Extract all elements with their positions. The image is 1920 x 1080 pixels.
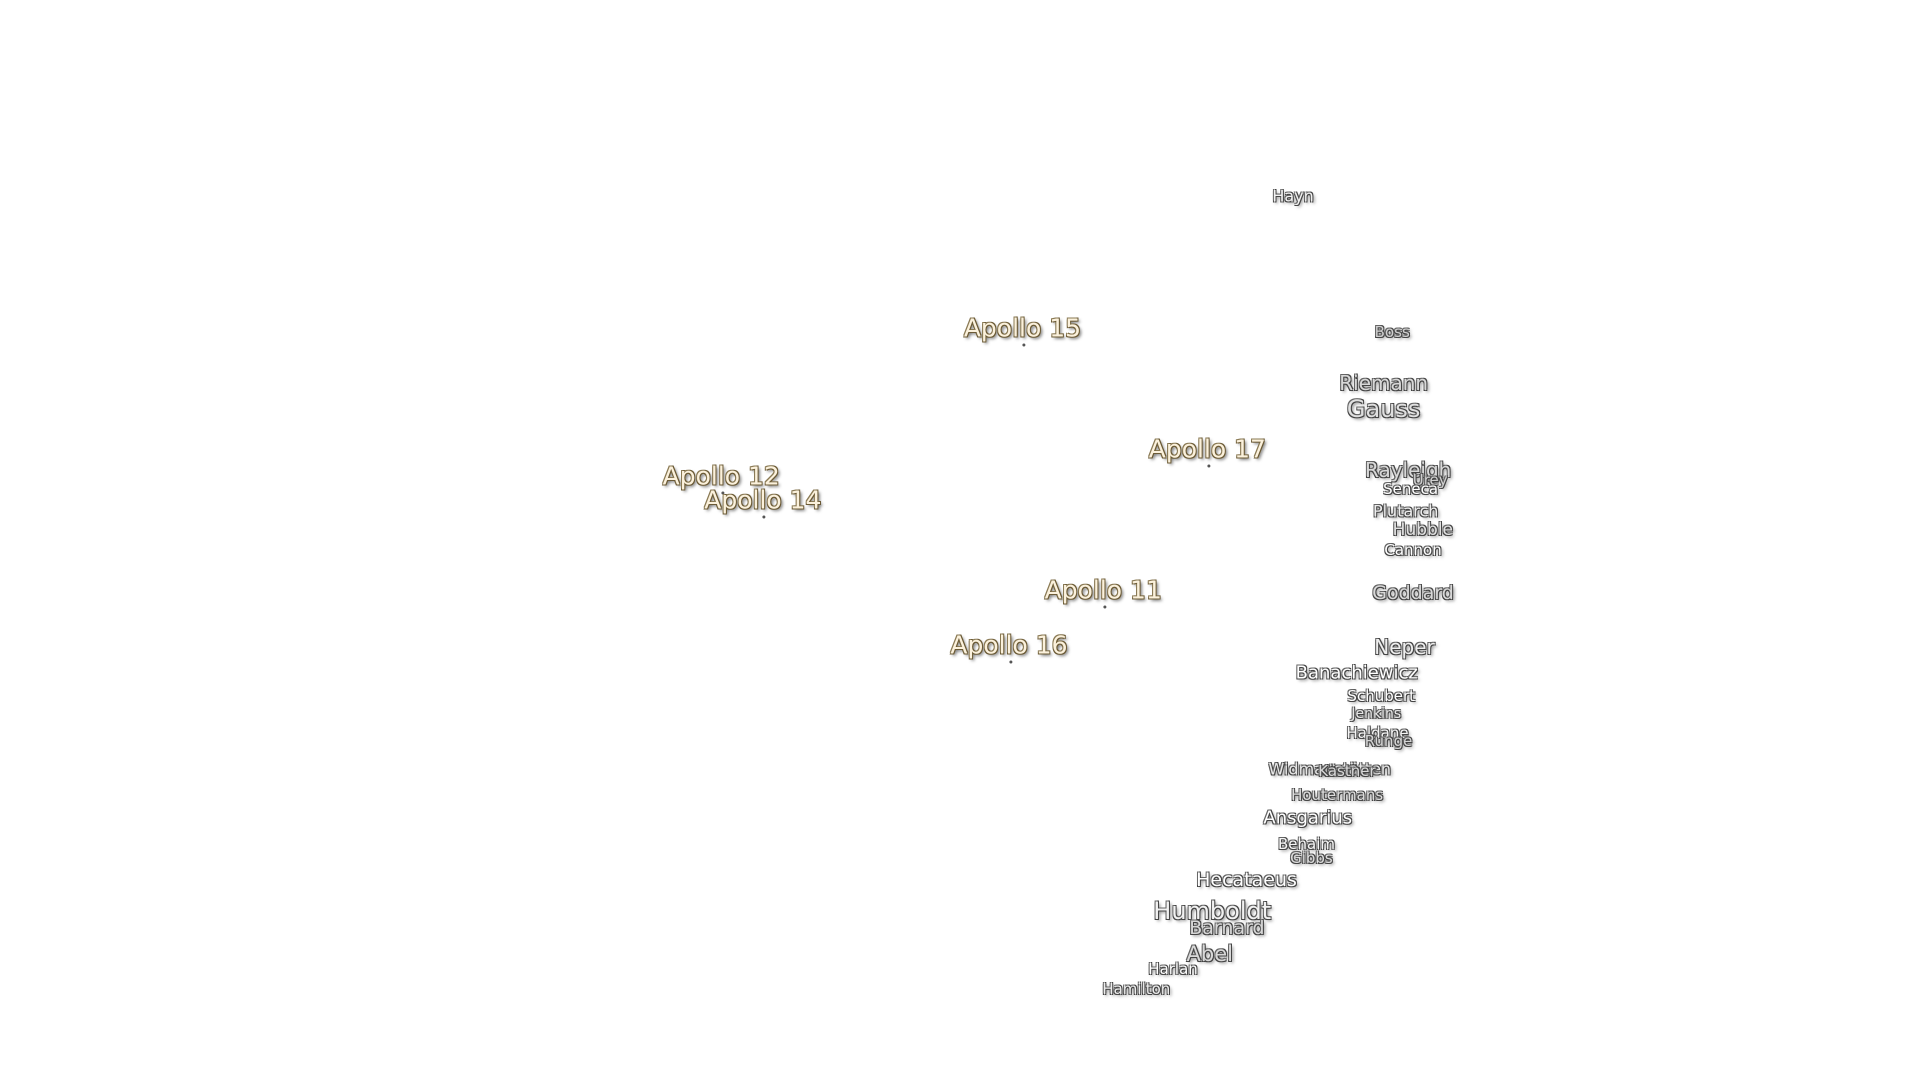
crater-label[interactable]: Goddard bbox=[1372, 581, 1454, 604]
landing-site-label[interactable]: Apollo 12 bbox=[662, 461, 780, 495]
crater-label[interactable]: Schubert bbox=[1347, 686, 1416, 705]
crater-label[interactable]: Gibbs bbox=[1290, 849, 1333, 868]
crater-label[interactable]: Rayleigh bbox=[1364, 458, 1452, 483]
crater-label[interactable]: Harlan bbox=[1148, 959, 1198, 978]
crater-label[interactable]: Runge bbox=[1364, 731, 1413, 750]
crater-label[interactable]: Gauss bbox=[1346, 394, 1421, 423]
crater-label[interactable]: Hubble bbox=[1392, 520, 1454, 541]
crater-label[interactable]: Kästner bbox=[1318, 762, 1376, 781]
landing-site-label[interactable]: Apollo 16 bbox=[950, 630, 1068, 664]
crater-label[interactable]: Neper bbox=[1374, 634, 1435, 659]
landing-site-label[interactable]: Apollo 14 bbox=[704, 485, 822, 519]
crater-label[interactable]: Hayn bbox=[1272, 186, 1314, 206]
crater-label[interactable]: Abel bbox=[1186, 941, 1234, 966]
crater-label[interactable]: Hamilton bbox=[1102, 980, 1171, 999]
crater-label[interactable]: Hecataeus bbox=[1196, 869, 1297, 892]
landing-site-label[interactable]: Apollo 17 bbox=[1148, 434, 1266, 468]
crater-label[interactable]: Haldane bbox=[1346, 724, 1409, 743]
crater-label[interactable]: Cannon bbox=[1384, 540, 1442, 559]
crater-label[interactable]: Boss bbox=[1374, 322, 1410, 341]
crater-label[interactable]: Urey bbox=[1412, 471, 1448, 489]
crater-label[interactable]: Widmanstätten bbox=[1268, 759, 1392, 779]
crater-label[interactable]: Jenkins bbox=[1351, 705, 1402, 722]
crater-label[interactable]: Behaim bbox=[1278, 834, 1336, 853]
crater-label[interactable]: Riemann bbox=[1339, 371, 1429, 396]
crater-label[interactable]: Plutarch bbox=[1372, 501, 1439, 521]
crater-label[interactable]: Ansgarius bbox=[1263, 807, 1353, 829]
crater-label[interactable]: Banachiewicz bbox=[1295, 662, 1418, 684]
crater-label[interactable]: Seneca bbox=[1383, 479, 1439, 498]
crater-label[interactable]: Houtermans bbox=[1291, 785, 1384, 804]
landing-site-label[interactable]: Apollo 11 bbox=[1044, 575, 1162, 609]
landing-site-label[interactable]: Apollo 15 bbox=[963, 313, 1082, 347]
crater-label[interactable]: Humboldt bbox=[1153, 897, 1272, 926]
crater-label[interactable]: Barnard bbox=[1189, 917, 1265, 940]
